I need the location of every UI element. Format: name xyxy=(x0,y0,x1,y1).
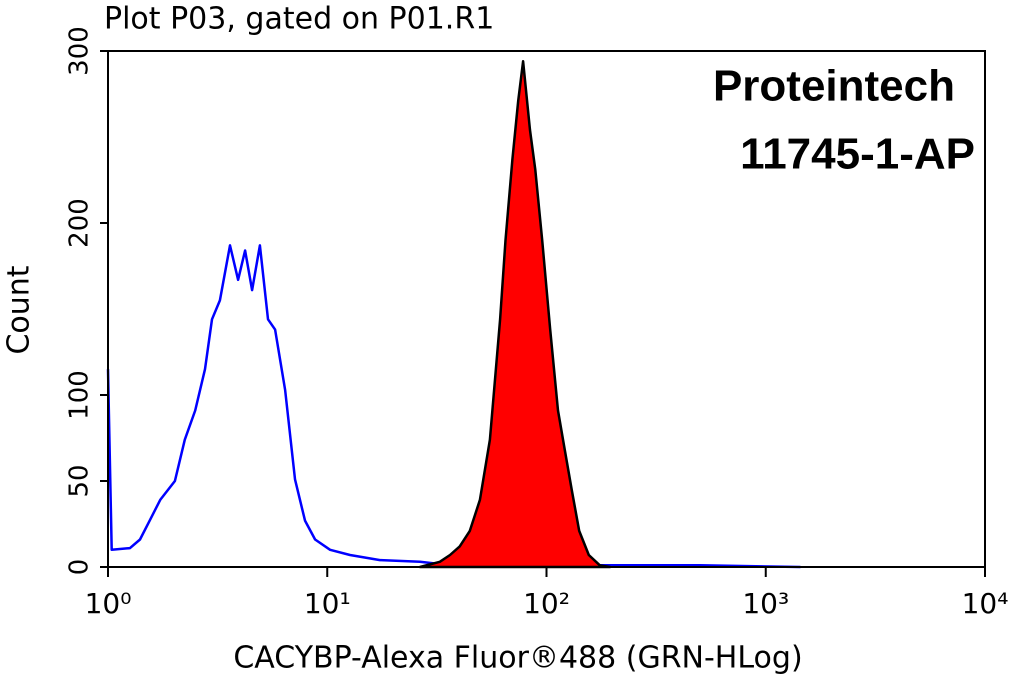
histogram-area xyxy=(418,60,612,569)
x-axis-label: CACYBP-Alexa Fluor®488 (GRN-HLog) xyxy=(233,641,802,676)
y-tick-label: 200 xyxy=(65,198,95,248)
chart-title: Plot P03, gated on P01.R1 xyxy=(104,2,494,37)
x-tick-label: 10⁰ xyxy=(85,587,132,620)
x-tick-label: 10³ xyxy=(742,587,789,620)
y-tick-label: 300 xyxy=(65,26,95,76)
y-axis-label: Count xyxy=(2,265,37,354)
annotation: Proteintech xyxy=(713,62,955,111)
y-tick-label: 0 xyxy=(65,559,95,576)
annotation: 11745-1-AP xyxy=(740,130,975,179)
histogram-line xyxy=(106,244,801,569)
y-tick-label: 100 xyxy=(65,370,95,420)
y-tick-label: 50 xyxy=(65,464,95,497)
x-tick-label: 10² xyxy=(523,587,570,620)
x-tick-label: 10⁴ xyxy=(962,587,1009,620)
x-tick-label: 10¹ xyxy=(304,587,351,620)
